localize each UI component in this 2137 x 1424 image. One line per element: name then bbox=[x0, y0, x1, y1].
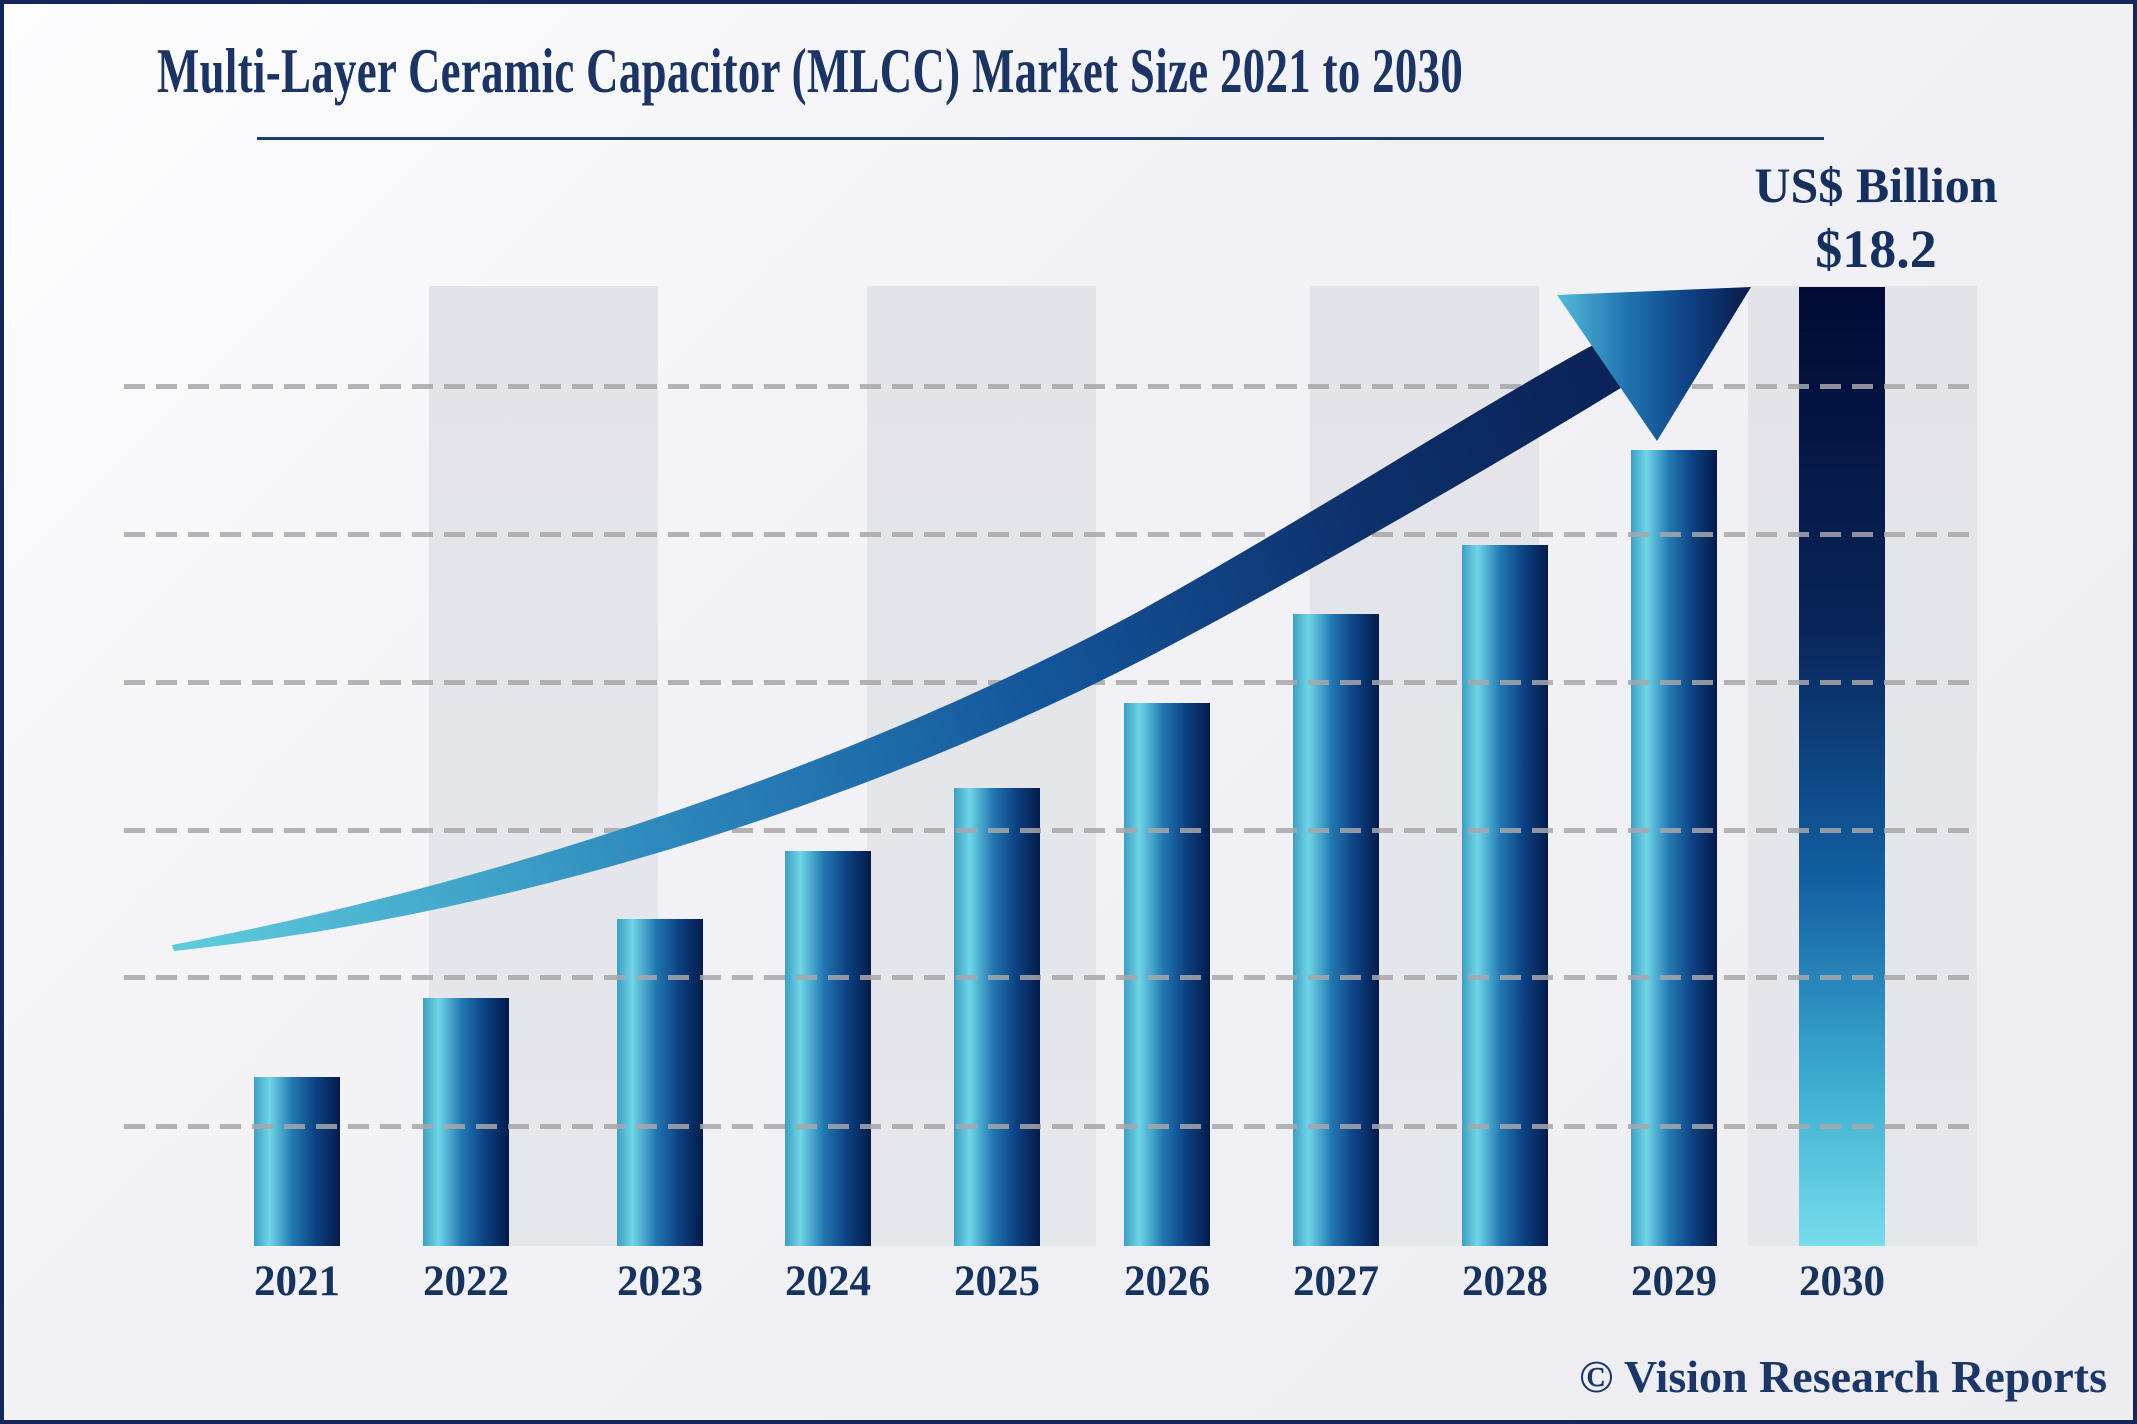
unit-label: US$ Billion bbox=[1754, 157, 1998, 213]
bar-2022 bbox=[423, 998, 509, 1246]
x-axis-label-2029: 2029 bbox=[1631, 1258, 1717, 1305]
bar-2030 bbox=[1799, 287, 1885, 1246]
value-label: $18.2 bbox=[1815, 219, 1937, 279]
x-axis-label-2028: 2028 bbox=[1462, 1258, 1548, 1305]
x-axis-label-2026: 2026 bbox=[1124, 1258, 1210, 1305]
x-axis-label-2025: 2025 bbox=[954, 1258, 1040, 1305]
text-layer: Multi-Layer Ceramic Capacitor (MLCC) Mar… bbox=[4, 4, 2133, 1420]
x-axis-label-2022: 2022 bbox=[423, 1258, 509, 1305]
chart-title: Multi-Layer Ceramic Capacitor (MLCC) Mar… bbox=[157, 35, 1464, 106]
title-underline bbox=[257, 137, 1824, 140]
bar-2023 bbox=[617, 919, 703, 1246]
x-axis-label-2023: 2023 bbox=[617, 1258, 703, 1305]
x-axis-label-2021: 2021 bbox=[254, 1258, 340, 1305]
watermark: © Vision Research Reports bbox=[1579, 1351, 2107, 1402]
gridline-5 bbox=[124, 975, 1977, 980]
value-annotation: US$ Billion $18.2 bbox=[1676, 154, 2076, 282]
x-axis-label-2030: 2030 bbox=[1799, 1258, 1885, 1305]
x-axis-label-2027: 2027 bbox=[1293, 1258, 1379, 1305]
gridline-6 bbox=[124, 1124, 1977, 1129]
bar-2021 bbox=[254, 1077, 340, 1246]
x-axis-label-2024: 2024 bbox=[785, 1258, 871, 1305]
